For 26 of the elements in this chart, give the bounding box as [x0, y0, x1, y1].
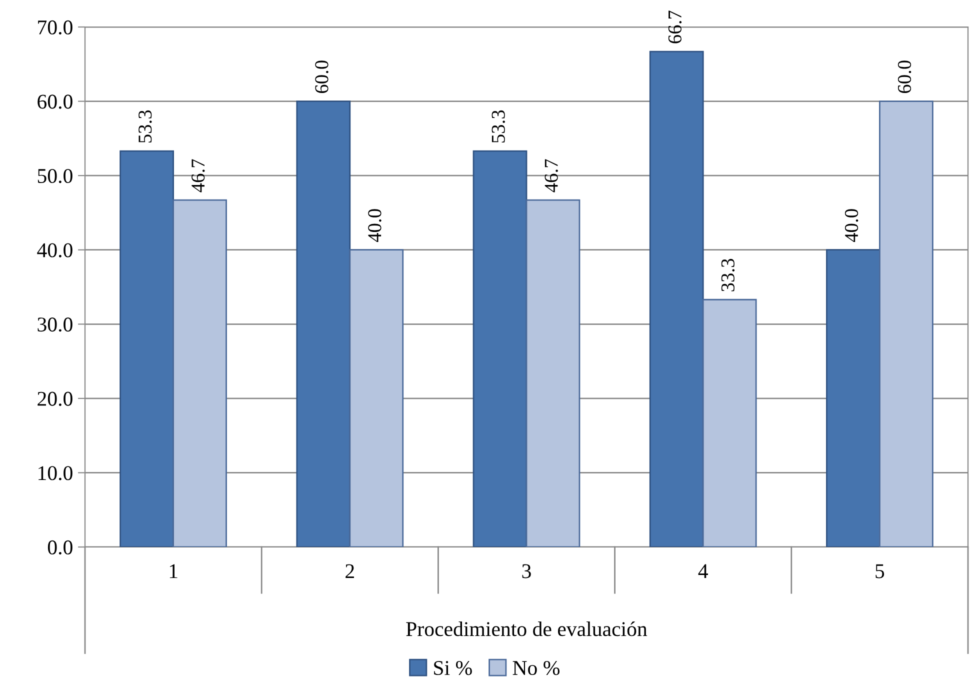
legend-label: No %	[512, 660, 560, 676]
x-tick-label: 5	[876, 564, 884, 578]
y-tick-label: 30.0	[38, 318, 72, 332]
y-tick-label: 10.0	[38, 466, 72, 480]
x-axis-title: Procedimiento de evaluación	[406, 621, 648, 636]
text: 40.0	[368, 209, 382, 242]
x-tick-label: 2	[346, 564, 354, 578]
text: 33.3	[721, 258, 735, 292]
x-tick-label: 3	[522, 564, 531, 578]
y-tick-label: 0.0	[48, 540, 72, 555]
text: 40.0	[844, 209, 858, 242]
y-tick-label: 70.0	[38, 20, 72, 35]
y-tick-label: 60.0	[38, 94, 72, 109]
legend-label: Si %	[434, 660, 472, 676]
y-tick-label: 50.0	[38, 168, 72, 184]
text: 46.7	[192, 159, 205, 192]
text: 66.7	[668, 10, 682, 44]
text: 53.3	[492, 110, 505, 142]
text: 60.0	[315, 60, 328, 94]
x-tick-label: 1	[170, 564, 178, 578]
y-tick-label: 40.0	[37, 243, 72, 258]
text: 46.7	[544, 159, 558, 192]
text: 60.0	[898, 60, 912, 94]
x-tick-label: 4	[698, 564, 708, 578]
y-tick-label: 20.0	[38, 392, 72, 406]
text: 53.3	[138, 110, 152, 142]
